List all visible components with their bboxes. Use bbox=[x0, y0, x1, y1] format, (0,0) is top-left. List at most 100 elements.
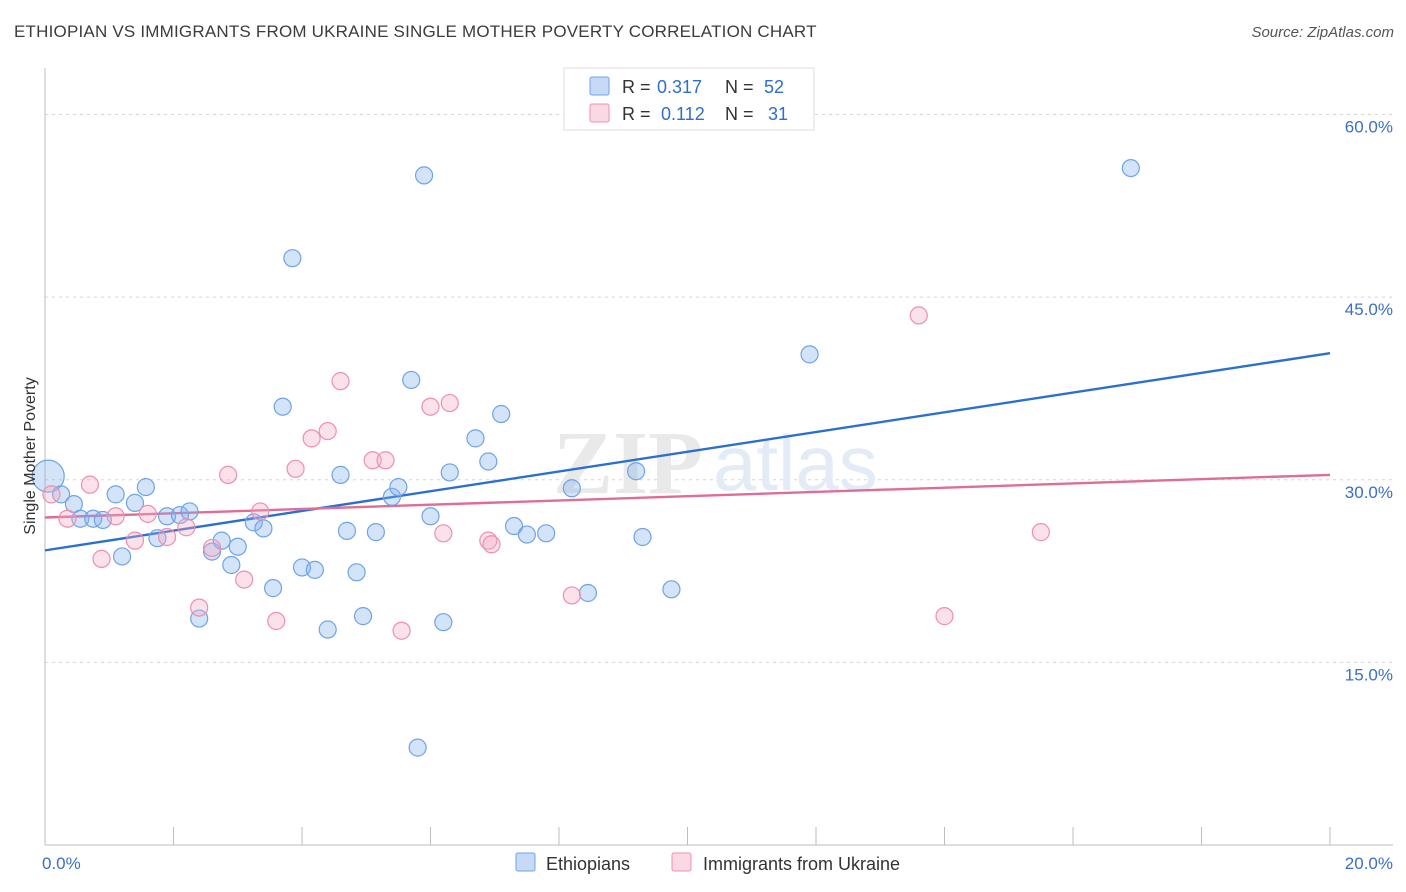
data-point bbox=[80, 475, 100, 494]
data-point bbox=[562, 586, 581, 605]
data-point bbox=[190, 598, 209, 617]
data-points bbox=[31, 158, 1140, 757]
data-point bbox=[421, 507, 440, 526]
trend-line-ethiopians bbox=[44, 351, 1331, 552]
x-tick-label-0: 0.0% bbox=[42, 854, 81, 873]
data-point bbox=[337, 521, 357, 540]
legend-swatch-ethiopians bbox=[589, 76, 610, 96]
bottom-legend: Ethiopians Immigrants from Ukraine bbox=[515, 852, 900, 874]
data-point bbox=[414, 166, 434, 185]
data-point bbox=[363, 451, 382, 470]
series-ethiopians bbox=[31, 158, 1140, 757]
data-point bbox=[800, 345, 819, 364]
data-point bbox=[157, 507, 177, 526]
legend-n-label-1: N = bbox=[725, 77, 754, 97]
data-point bbox=[440, 393, 459, 413]
data-point bbox=[177, 518, 196, 537]
data-point bbox=[228, 537, 247, 556]
series-ukraine bbox=[42, 306, 1050, 640]
data-point bbox=[180, 502, 199, 521]
data-point bbox=[286, 459, 305, 478]
y-tick-label-0: 15.0% bbox=[1345, 665, 1393, 684]
data-point bbox=[222, 555, 241, 575]
y-tick-label-1: 30.0% bbox=[1345, 483, 1393, 502]
data-point bbox=[212, 531, 231, 550]
legend-n-value-1: 52 bbox=[764, 77, 784, 97]
data-point bbox=[935, 607, 954, 626]
legend-n-label-2: N = bbox=[725, 104, 754, 124]
legend-r-value-1: 0.317 bbox=[657, 77, 702, 97]
data-point bbox=[1121, 158, 1140, 178]
data-point bbox=[662, 580, 681, 599]
bottom-legend-swatch-ethiopians bbox=[515, 852, 536, 872]
bottom-legend-label-ukraine: Immigrants from Ukraine bbox=[703, 854, 900, 874]
data-point bbox=[283, 249, 302, 268]
data-point bbox=[235, 570, 254, 589]
data-point bbox=[318, 421, 337, 441]
data-point bbox=[909, 306, 928, 325]
data-point bbox=[263, 579, 283, 598]
data-point bbox=[106, 485, 125, 504]
legend-swatch-ukraine bbox=[589, 103, 610, 123]
data-point bbox=[202, 538, 222, 558]
data-point bbox=[92, 549, 111, 568]
bottom-legend-swatch-ukraine bbox=[671, 852, 692, 872]
y-tick-labels: 15.0% 30.0% 45.0% 60.0% bbox=[1345, 118, 1393, 685]
data-point bbox=[562, 479, 581, 498]
data-point bbox=[112, 547, 132, 566]
data-point bbox=[244, 513, 263, 532]
data-point bbox=[331, 372, 350, 391]
chart-title: ETHIOPIAN VS IMMIGRANTS FROM UKRAINE SIN… bbox=[14, 22, 817, 41]
data-point bbox=[58, 509, 77, 528]
data-point bbox=[251, 502, 270, 521]
data-point bbox=[434, 613, 453, 632]
data-point bbox=[305, 560, 324, 579]
data-point bbox=[421, 397, 440, 416]
data-point bbox=[376, 451, 395, 470]
y-tick-label-2: 45.0% bbox=[1345, 300, 1393, 319]
data-point bbox=[84, 509, 103, 528]
data-point bbox=[51, 485, 71, 504]
data-point bbox=[125, 531, 145, 550]
bottom-legend-label-ethiopians: Ethiopians bbox=[546, 854, 630, 874]
data-point bbox=[347, 563, 366, 582]
data-point bbox=[254, 519, 273, 538]
data-point bbox=[125, 493, 145, 512]
y-tick-label-3: 60.0% bbox=[1345, 118, 1393, 137]
legend-r-value-2: 0.112 bbox=[661, 104, 705, 124]
data-point bbox=[136, 477, 155, 497]
data-point bbox=[106, 507, 125, 526]
data-point bbox=[1031, 523, 1050, 542]
data-point bbox=[382, 487, 402, 506]
data-point bbox=[389, 477, 408, 497]
data-point bbox=[537, 524, 556, 543]
data-point bbox=[353, 607, 373, 626]
data-point bbox=[42, 485, 61, 504]
data-point bbox=[626, 462, 646, 481]
data-point bbox=[434, 524, 453, 543]
data-point bbox=[318, 620, 337, 639]
data-point bbox=[504, 516, 524, 536]
legend-box bbox=[563, 67, 815, 131]
data-point bbox=[482, 535, 501, 554]
legend-r-label-2: R = bbox=[622, 104, 651, 124]
data-point bbox=[408, 738, 427, 757]
y-axis-title: Single Mother Poverty bbox=[22, 377, 39, 534]
data-point bbox=[392, 621, 411, 640]
data-point bbox=[267, 611, 286, 631]
data-point bbox=[466, 429, 485, 448]
x-tick-label-1: 20.0% bbox=[1345, 854, 1393, 873]
data-point bbox=[273, 397, 292, 416]
data-point bbox=[366, 523, 385, 542]
data-point bbox=[633, 527, 652, 547]
trend-line-ukraine bbox=[44, 473, 1331, 519]
data-point bbox=[402, 370, 421, 390]
legend-r-label-1: R = bbox=[622, 77, 651, 97]
data-point bbox=[138, 504, 157, 523]
data-point bbox=[440, 463, 459, 482]
top-legend: R = 0.317 N = 52 R = 0.112 N = 31 bbox=[563, 67, 815, 131]
data-point bbox=[302, 429, 321, 448]
data-point bbox=[492, 404, 511, 424]
data-point bbox=[31, 459, 65, 493]
